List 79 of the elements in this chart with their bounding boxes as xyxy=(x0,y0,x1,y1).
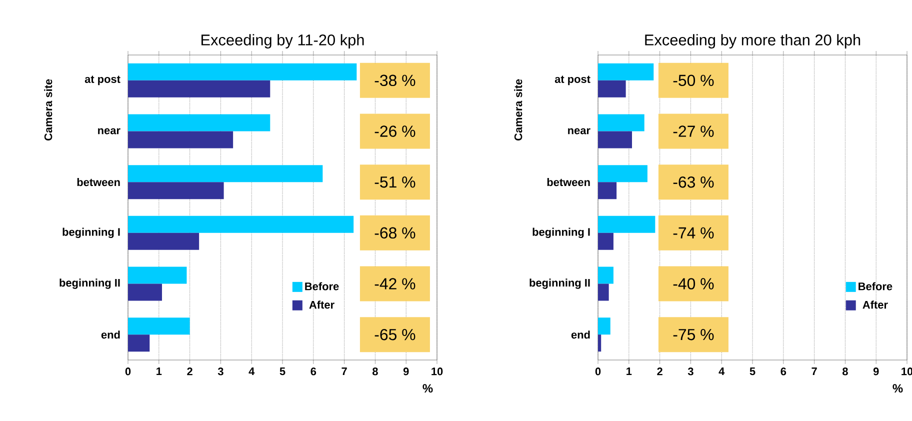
bar xyxy=(598,80,626,98)
x-tick-label: 3 xyxy=(688,368,694,376)
annotation: -50 % xyxy=(673,74,714,86)
bar xyxy=(128,266,187,284)
legend-label: Before xyxy=(858,282,892,290)
bar xyxy=(598,318,610,335)
y-tick-label: at post xyxy=(554,76,590,86)
bar xyxy=(128,63,357,80)
x-tick-label: 6 xyxy=(780,368,786,376)
annotation: -63 % xyxy=(673,176,714,188)
bar xyxy=(598,334,602,352)
annotation: -42 % xyxy=(374,278,416,290)
y-tick-label: beginning II xyxy=(530,278,590,289)
bar xyxy=(128,165,323,182)
annotation: -75 % xyxy=(673,328,714,340)
x-tick-label: 4 xyxy=(718,368,725,376)
legend-label: Before xyxy=(305,282,339,290)
bar xyxy=(128,318,190,335)
bar xyxy=(598,266,614,284)
bar xyxy=(598,182,617,200)
x-tick-label: 2 xyxy=(657,368,662,376)
bar xyxy=(598,165,648,182)
legend-label: After xyxy=(309,300,334,309)
bar xyxy=(128,284,162,301)
bar xyxy=(128,80,270,98)
x-tick-label: 9 xyxy=(403,368,409,376)
x-tick-label: 8 xyxy=(842,368,848,376)
x-tick-label: 6 xyxy=(310,368,316,376)
y-tick-label: near xyxy=(568,128,590,134)
x-tick-label: 1 xyxy=(626,368,632,376)
y-tick-label: beginning I xyxy=(62,228,120,238)
annotation: -65 % xyxy=(374,328,416,340)
y-tick-label: end xyxy=(101,330,120,339)
annotation: -40 % xyxy=(673,278,714,290)
annotation: -74 % xyxy=(673,227,714,238)
x-tick-label: 1 xyxy=(156,368,162,376)
y-tick-label: near xyxy=(98,128,120,134)
x-tick-label: 0 xyxy=(595,368,601,376)
x-tick-label: 5 xyxy=(280,368,286,376)
bar xyxy=(128,232,200,250)
x-tick-label: 9 xyxy=(873,368,879,376)
bar xyxy=(128,114,270,132)
legend-label: After xyxy=(862,300,888,309)
x-tick-label: 4 xyxy=(248,368,255,376)
x-axis-title: % xyxy=(892,384,903,393)
annotation: -26 % xyxy=(374,126,416,137)
chart-title: Exceeding by 11-20 kph xyxy=(202,34,364,48)
bar xyxy=(598,63,654,80)
y-axis-title: Camera site xyxy=(44,79,52,141)
annotation: -51 % xyxy=(374,176,416,188)
x-tick-label: 7 xyxy=(812,368,817,376)
annotation: -38 % xyxy=(374,74,416,86)
x-tick-label: 10 xyxy=(432,368,443,376)
chart-title: Exceeding by more than 20 kph xyxy=(645,34,860,48)
annotation: -68 % xyxy=(374,227,416,239)
bar xyxy=(128,131,234,148)
x-tick-label: 8 xyxy=(372,368,378,376)
y-tick-label: end xyxy=(571,330,590,339)
y-tick-label: between xyxy=(77,178,120,186)
y-tick-label: beginning I xyxy=(532,228,590,238)
annotation: -27 % xyxy=(673,126,714,137)
y-axis-title: Camera site xyxy=(514,79,522,141)
x-axis-title: % xyxy=(422,384,433,393)
x-tick-label: 5 xyxy=(750,368,756,376)
y-tick-label: between xyxy=(547,178,590,186)
x-tick-label: 3 xyxy=(218,368,224,376)
bar xyxy=(598,131,632,148)
bar xyxy=(128,216,354,233)
bar xyxy=(598,284,609,301)
x-tick-label: 0 xyxy=(125,368,131,376)
x-tick-label: 2 xyxy=(187,368,192,376)
x-tick-label: 7 xyxy=(342,368,347,376)
bar xyxy=(128,334,150,352)
bar xyxy=(598,114,644,132)
bar xyxy=(128,182,224,200)
y-tick-label: beginning II xyxy=(60,278,120,289)
bar xyxy=(598,232,614,250)
bar xyxy=(598,216,656,233)
y-tick-label: at post xyxy=(84,76,120,86)
